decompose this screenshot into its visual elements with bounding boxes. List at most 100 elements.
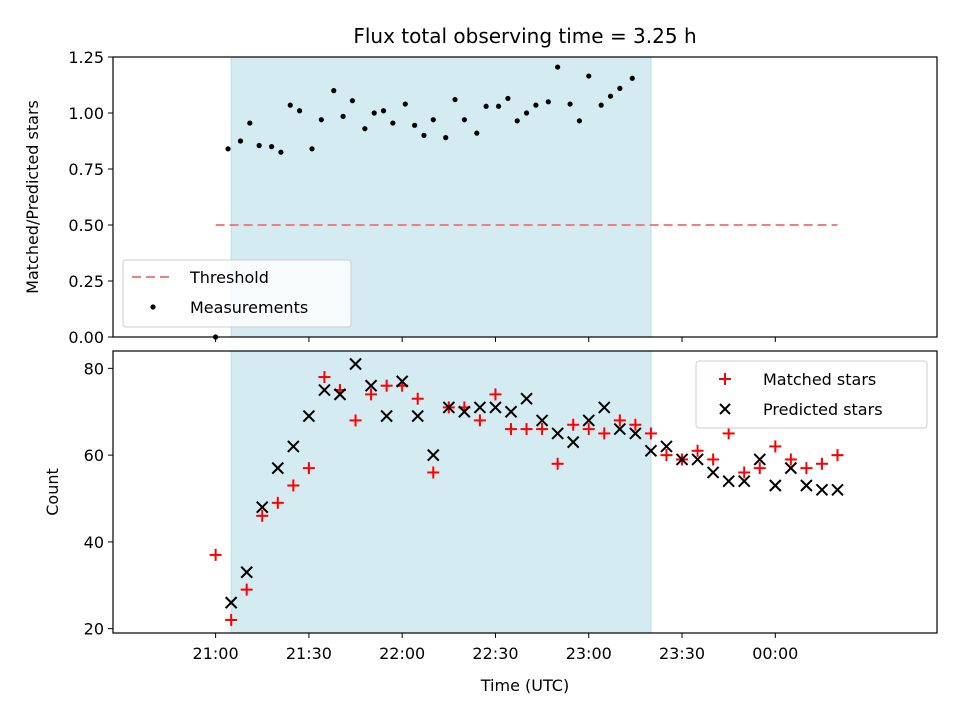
- predicted-marker-b: [256, 500, 269, 514]
- matched-star-point: [271, 496, 284, 509]
- count-y-axis-label: Count: [43, 468, 62, 516]
- y-tick-label: 0.00: [68, 328, 104, 347]
- predicted-marker-b: [551, 427, 564, 440]
- predicted-star-point: [722, 474, 735, 488]
- predicted-star-point: [224, 596, 238, 609]
- x-tick-label: 23:00: [566, 644, 612, 663]
- count-legend: Matched stars Predicted stars: [695, 360, 928, 429]
- predicted-marker-b: [349, 357, 362, 371]
- x-tick-label: 23:30: [659, 644, 705, 663]
- predicted-marker-b: [613, 422, 627, 436]
- legend-measurements-swatch: [150, 304, 156, 310]
- legend-predicted-swatch: [719, 403, 731, 415]
- measurement-point: [607, 93, 614, 99]
- ratio-legend-box: [122, 259, 352, 328]
- y-tick-label: 0.25: [68, 272, 104, 291]
- predicted-star-point: [287, 440, 300, 453]
- predicted-star-point: [442, 401, 456, 414]
- y-tick-label: 1.00: [68, 104, 104, 123]
- predicted-marker-b: [427, 448, 440, 462]
- measurement-point: [617, 85, 623, 91]
- matched-star-point: [505, 423, 518, 436]
- observing-window-shade: [230, 350, 652, 634]
- measurement-point: [371, 110, 377, 116]
- matched-star-point: [520, 423, 533, 436]
- predicted-marker-b: [535, 414, 549, 427]
- predicted-marker-b: [271, 461, 285, 475]
- measurement-point: [362, 126, 368, 132]
- x-axis-label: Time (UTC): [480, 676, 569, 695]
- ratio-x-ticks: [215, 337, 776, 342]
- predicted-star-point: [800, 479, 813, 492]
- y-tick-label: 1.25: [68, 48, 104, 67]
- measurement-point: [380, 108, 387, 114]
- measurement-point: [567, 101, 573, 107]
- measurement-point: [412, 122, 418, 128]
- predicted-star-point: [271, 461, 285, 475]
- y-tick-label: 0.75: [68, 160, 104, 179]
- matched-star-point: [411, 392, 424, 405]
- matched-star-point: [800, 462, 813, 475]
- matched-star-point: [349, 414, 362, 427]
- predicted-star-point: [256, 500, 269, 514]
- predicted-marker-b: [660, 440, 673, 453]
- predicted-star-point: [582, 414, 595, 427]
- measurement-point: [278, 149, 284, 155]
- measurement-point: [514, 118, 520, 124]
- measurement-point: [421, 132, 427, 138]
- predicted-marker-b: [442, 401, 456, 414]
- predicted-marker-b: [364, 379, 378, 392]
- measurement-point: [545, 99, 551, 105]
- predicted-marker-b: [831, 483, 844, 497]
- predicted-star-point: [349, 357, 362, 371]
- measurement-point: [505, 95, 511, 102]
- x-tick-label: 21:00: [193, 644, 239, 663]
- count-plot-area: [209, 357, 844, 626]
- measurement-point: [309, 146, 315, 152]
- measurement-point: [495, 103, 502, 109]
- measurement-point: [331, 88, 337, 94]
- matched-star-point: [240, 583, 253, 596]
- matched-star-point: [784, 453, 797, 466]
- predicted-marker-b: [504, 405, 518, 418]
- matched-star-point: [629, 418, 642, 431]
- matched-star-point: [536, 423, 549, 436]
- matched-star-point: [613, 414, 626, 427]
- predicted-star-point: [318, 383, 331, 397]
- predicted-star-point: [598, 401, 611, 414]
- predicted-marker-b: [800, 479, 813, 492]
- matched-star-point: [225, 613, 238, 626]
- matched-star-point: [598, 427, 611, 440]
- measurement-point: [402, 101, 408, 107]
- predicted-marker-b: [784, 461, 798, 475]
- predicted-star-point: [364, 379, 378, 392]
- ratio-legend: Threshold Measurements: [122, 259, 352, 328]
- measurement-point: [349, 98, 356, 104]
- legend-threshold-label: Threshold: [189, 268, 269, 287]
- predicted-marker-b: [706, 466, 720, 479]
- predicted-marker-b: [224, 596, 238, 609]
- measurement-point: [390, 120, 396, 126]
- measurement-point: [452, 96, 458, 103]
- measurement-point: [287, 102, 293, 108]
- matched-star-point: [644, 427, 657, 440]
- predicted-star-point: [675, 453, 689, 466]
- matched-star-point: [551, 457, 564, 470]
- matched-star-point: [707, 453, 720, 466]
- measurement-point: [586, 73, 592, 79]
- predicted-star-point: [815, 483, 829, 497]
- predicted-star-point: [738, 474, 751, 488]
- matched-star-point: [287, 479, 300, 492]
- predicted-marker-b: [738, 474, 751, 488]
- predicted-star-point: [302, 409, 316, 423]
- predicted-marker-b: [629, 427, 642, 440]
- predicted-star-point: [473, 401, 487, 414]
- predicted-star-point: [613, 422, 627, 436]
- predicted-marker-b: [644, 444, 658, 457]
- count-y-ticks: 20 40 60 80: [84, 359, 113, 639]
- ratio-y-ticks: 0.00 0.25 0.50 0.75 1.00 1.25: [68, 48, 113, 347]
- matched-star-point: [753, 462, 766, 475]
- predicted-star-point: [427, 448, 440, 462]
- predicted-marker-b: [691, 453, 704, 466]
